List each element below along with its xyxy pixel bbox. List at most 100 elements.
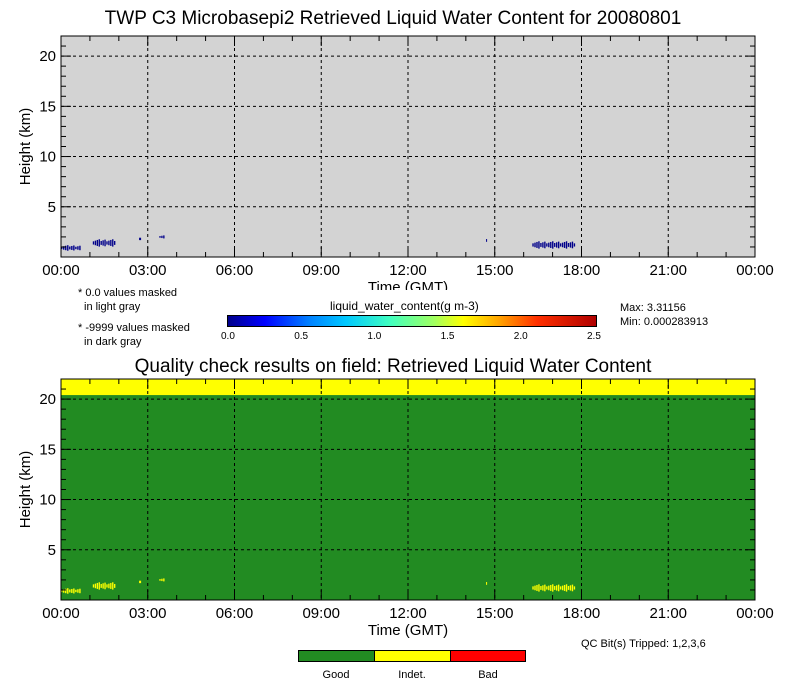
data-patch	[567, 242, 570, 247]
data-patch	[100, 240, 102, 245]
data-patch	[552, 241, 554, 249]
x-tick-label: 12:00	[389, 605, 427, 622]
data-patch	[69, 246, 71, 250]
data-patch	[63, 589, 65, 593]
data-patch	[75, 246, 77, 250]
x-tick-label: 18:00	[563, 605, 601, 622]
data-patch	[571, 241, 574, 249]
data-patch	[112, 239, 114, 247]
data-patch	[67, 245, 69, 251]
data-patch	[104, 239, 106, 247]
colorbar-tick-label: 0.0	[221, 331, 235, 342]
data-patch	[102, 240, 104, 246]
data-patch	[534, 242, 536, 248]
data-patch	[536, 241, 538, 248]
colorbar-tick-label: 1.5	[440, 331, 455, 342]
data-patch	[67, 588, 69, 594]
data-patch	[96, 582, 99, 589]
data-patch	[557, 241, 560, 249]
min-value-text: Min: 0.000283913	[620, 316, 709, 328]
data-patch	[559, 243, 562, 247]
colorbar-label: liquid_water_content(g m-3)	[330, 299, 479, 313]
qc-legend-good-swatch	[298, 650, 375, 662]
data-patch	[563, 241, 566, 248]
data-patch	[159, 236, 161, 238]
data-patch	[98, 582, 100, 590]
data-patch	[571, 584, 574, 592]
data-patch	[71, 588, 73, 593]
data-patch	[565, 241, 568, 249]
dark-gray-note-line2: in dark gray	[84, 336, 142, 348]
data-patch	[77, 246, 79, 250]
colorbar	[227, 315, 597, 327]
data-patch	[556, 585, 558, 591]
y-axis-label: Height (km)	[17, 451, 34, 529]
data-patch	[114, 240, 116, 245]
qc-legend-good-label: Good	[322, 669, 350, 681]
x-tick-label: 09:00	[302, 605, 340, 622]
data-patch	[544, 241, 546, 249]
data-patch	[61, 246, 63, 250]
data-patch	[548, 585, 550, 591]
data-patch	[556, 242, 558, 248]
x-tick-label: 03:00	[129, 262, 167, 279]
data-patch	[534, 585, 536, 591]
data-patch	[98, 239, 100, 247]
data-patch	[96, 239, 99, 246]
data-patch	[161, 235, 163, 239]
data-patch	[71, 245, 73, 250]
data-patch	[486, 582, 488, 585]
data-patch	[65, 588, 67, 594]
top-plot-title: TWP C3 Microbasepi2 Retrieved Liquid Wat…	[104, 8, 682, 29]
x-tick-label: 21:00	[649, 605, 687, 622]
y-tick-label: 15	[39, 441, 56, 458]
data-patch	[163, 578, 165, 582]
data-patch	[139, 580, 142, 584]
data-patch	[486, 239, 488, 242]
data-patch	[565, 584, 568, 592]
data-patch	[94, 240, 97, 246]
qc-heatmap-chart: 00:00 03:00 06:00 09:00 12:00 15:00 18:00 21:00…	[17, 378, 774, 639]
y-tick-label: 15	[39, 98, 56, 115]
data-patch	[567, 585, 570, 590]
light-gray-note: * 0.0 values masked in light gray	[78, 286, 177, 314]
data-patch	[79, 245, 81, 251]
qc-plot-title: Quality check results on field: Retrieve…	[134, 356, 652, 377]
data-patch	[77, 589, 79, 593]
data-patch	[542, 585, 544, 591]
data-patch	[559, 586, 562, 590]
data-patch	[573, 243, 576, 247]
x-axis-label: Time (GMT)	[368, 622, 448, 639]
x-tick-label: 06:00	[216, 605, 254, 622]
data-patch	[554, 585, 556, 590]
plot-frame	[60, 378, 756, 601]
y-tick-label: 10	[39, 492, 56, 509]
data-patch	[108, 583, 110, 589]
data-patch	[61, 589, 63, 593]
qc-legend-indet-label: Indet.	[398, 669, 426, 681]
colorbar-tick-label: 2.0	[513, 331, 528, 342]
data-patch	[536, 584, 538, 591]
y-axis-label: Height (km)	[17, 108, 34, 186]
data-patch	[73, 588, 75, 594]
y-tick-label: 20	[39, 48, 56, 65]
data-patch	[63, 246, 65, 250]
light-gray-note-line2: in light gray	[84, 301, 141, 313]
data-patch	[69, 589, 71, 593]
data-patch	[561, 242, 564, 248]
data-patch	[550, 584, 552, 591]
x-tick-label: 15:00	[476, 605, 514, 622]
qc-legend-bad-label: Bad	[478, 669, 498, 681]
x-tick-label: 06:00	[216, 262, 254, 279]
data-patch	[139, 237, 142, 241]
data-patch	[106, 241, 108, 245]
max-value-text: Max: 3.31156	[620, 302, 686, 314]
data-patch	[552, 584, 554, 592]
data-patch	[94, 583, 97, 589]
data-patch	[573, 586, 576, 590]
x-tick-label: 15:00	[476, 262, 514, 279]
data-patch	[554, 242, 556, 247]
data-patch	[563, 584, 566, 591]
qc-legend-bad-swatch	[450, 650, 526, 662]
data-patch	[163, 235, 165, 239]
